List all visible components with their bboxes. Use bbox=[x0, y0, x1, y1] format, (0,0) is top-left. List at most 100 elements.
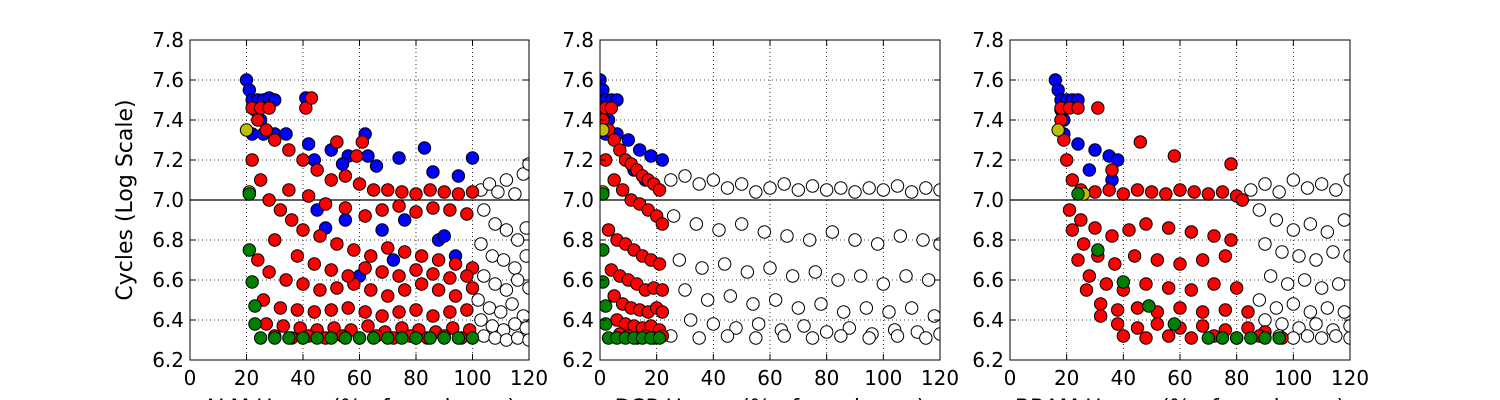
red-point bbox=[349, 149, 364, 163]
red-point bbox=[364, 283, 378, 297]
green-point bbox=[242, 187, 257, 201]
blue-point bbox=[1110, 153, 1125, 167]
white-point bbox=[802, 233, 817, 247]
red-point bbox=[1127, 249, 1142, 263]
red-point bbox=[1130, 301, 1145, 315]
blue-point bbox=[655, 153, 670, 167]
green-point bbox=[338, 331, 353, 345]
red-point bbox=[426, 309, 440, 323]
white-point bbox=[734, 177, 749, 191]
red-point bbox=[431, 253, 446, 267]
white-point bbox=[834, 329, 848, 343]
red-point bbox=[310, 163, 324, 177]
x-tick-label: 60 bbox=[757, 366, 782, 390]
red-point bbox=[443, 271, 457, 285]
x-tick-label: 80 bbox=[403, 366, 428, 390]
green-point bbox=[296, 331, 310, 345]
green-point bbox=[437, 331, 451, 345]
green-point bbox=[423, 331, 437, 345]
red-point bbox=[465, 281, 480, 295]
green-point bbox=[652, 331, 667, 345]
red-point bbox=[1184, 283, 1199, 297]
blue-point bbox=[644, 149, 658, 163]
red-point bbox=[1159, 187, 1173, 201]
white-point bbox=[1314, 331, 1329, 345]
y-tick-label: 6.4 bbox=[972, 308, 1004, 332]
white-point bbox=[1300, 329, 1315, 343]
red-point bbox=[1088, 185, 1102, 199]
blue-point bbox=[1071, 137, 1085, 151]
red-point bbox=[1161, 281, 1176, 295]
white-point bbox=[890, 179, 905, 193]
white-point bbox=[1329, 183, 1343, 197]
white-point bbox=[496, 253, 511, 267]
red-point bbox=[409, 187, 423, 201]
white-point bbox=[819, 325, 834, 339]
red-point bbox=[1133, 135, 1148, 149]
red-point bbox=[1110, 317, 1125, 331]
white-point bbox=[1258, 313, 1272, 327]
yellow-point bbox=[1051, 123, 1065, 137]
white-point bbox=[488, 277, 502, 291]
white-point bbox=[746, 297, 760, 311]
y-tick-label: 7.4 bbox=[152, 108, 184, 132]
white-point bbox=[1329, 329, 1343, 343]
white-point bbox=[1286, 173, 1301, 187]
red-point bbox=[460, 207, 474, 221]
red-point bbox=[251, 113, 265, 127]
red-point bbox=[1229, 281, 1244, 295]
red-point bbox=[1161, 329, 1176, 343]
white-point bbox=[751, 317, 766, 331]
red-point bbox=[1108, 257, 1122, 271]
blue-point bbox=[392, 151, 406, 165]
white-point bbox=[485, 249, 499, 263]
red-point bbox=[1074, 213, 1088, 227]
x-tick-label: 0 bbox=[184, 366, 197, 390]
red-point bbox=[1161, 221, 1176, 235]
white-point bbox=[882, 305, 896, 319]
white-point bbox=[842, 321, 857, 335]
blue-point bbox=[465, 151, 480, 165]
white-point bbox=[1297, 273, 1312, 287]
red-point bbox=[460, 303, 474, 317]
y-tick-label: 6.4 bbox=[562, 308, 594, 332]
red-point bbox=[262, 193, 276, 207]
red-point bbox=[409, 303, 423, 317]
green-point bbox=[1244, 331, 1258, 345]
white-point bbox=[1275, 245, 1289, 259]
yellow-point bbox=[239, 123, 254, 137]
white-point bbox=[723, 289, 738, 303]
white-point bbox=[516, 167, 529, 181]
red-point bbox=[1116, 187, 1131, 201]
white-point bbox=[511, 273, 525, 287]
green-point bbox=[381, 331, 395, 345]
green-point bbox=[451, 331, 466, 345]
red-point bbox=[1173, 257, 1187, 271]
red-point bbox=[1076, 237, 1091, 251]
white-point bbox=[477, 269, 491, 283]
red-point bbox=[1207, 277, 1221, 291]
white-point bbox=[1303, 217, 1318, 231]
white-point bbox=[734, 217, 749, 231]
yellow-point bbox=[600, 123, 610, 137]
white-point bbox=[916, 233, 930, 247]
white-point bbox=[519, 249, 529, 263]
white-point bbox=[927, 309, 940, 323]
y-tick-label: 6.6 bbox=[972, 268, 1004, 292]
blue-point bbox=[279, 127, 293, 141]
white-point bbox=[1286, 223, 1301, 237]
blue-point bbox=[1082, 163, 1097, 177]
chart-panel-2: 0 20 40 60 80 100 120 6.2 6.4 6.6 6.8 7.0 7.2 7.4 7.6 7… bbox=[562, 28, 959, 400]
red-point bbox=[1091, 101, 1105, 115]
red-point bbox=[341, 301, 355, 315]
red-point bbox=[426, 267, 440, 281]
white-point bbox=[862, 331, 876, 345]
red-point bbox=[392, 199, 406, 213]
white-point bbox=[1269, 301, 1284, 315]
red-point bbox=[1224, 157, 1238, 171]
green-point bbox=[1091, 243, 1105, 257]
blue-point bbox=[369, 159, 384, 173]
white-point bbox=[1314, 177, 1329, 191]
white-point bbox=[904, 185, 919, 199]
y-tick-label: 7.8 bbox=[152, 28, 184, 52]
